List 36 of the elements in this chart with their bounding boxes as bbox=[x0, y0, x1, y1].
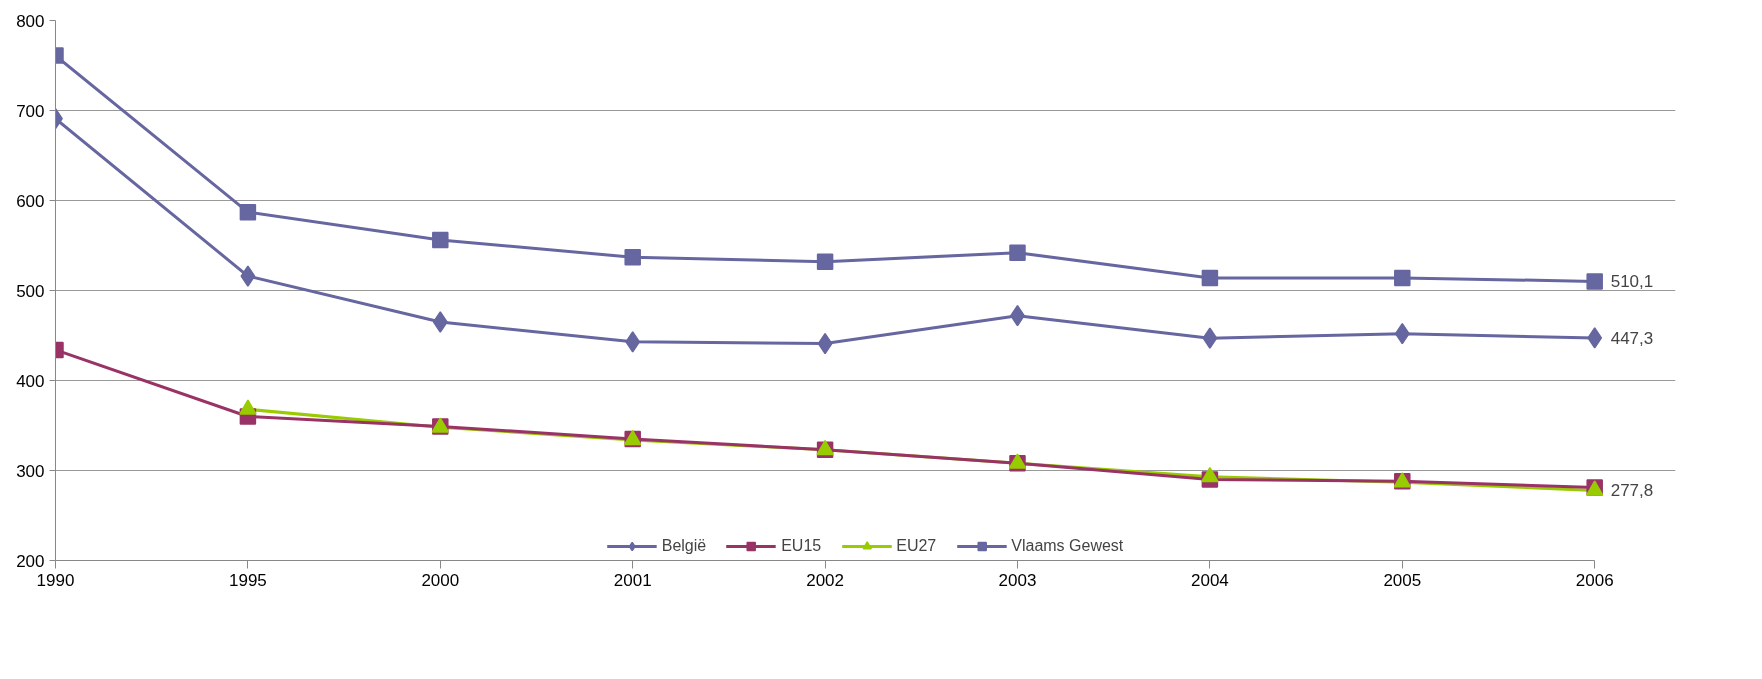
x-tick-label: 2004 bbox=[1190, 570, 1229, 590]
data-label: 510,1 bbox=[1610, 272, 1654, 292]
point bbox=[239, 203, 257, 221]
x-tick-label: 2006 bbox=[1575, 570, 1614, 590]
y-tick-label: 300 bbox=[16, 461, 45, 481]
point bbox=[1009, 244, 1026, 261]
y-tick-label: 400 bbox=[16, 371, 45, 391]
point bbox=[1586, 273, 1603, 290]
y-tick-label: 200 bbox=[16, 551, 45, 571]
point bbox=[1394, 269, 1411, 287]
point bbox=[1587, 327, 1603, 349]
legend-label: EU15 bbox=[781, 537, 822, 555]
x-tick-label: 2002 bbox=[806, 570, 845, 590]
point bbox=[240, 265, 256, 287]
data-label: 277,8 bbox=[1610, 481, 1654, 501]
y-tick-label: 800 bbox=[16, 11, 45, 31]
point bbox=[624, 248, 641, 266]
x-tick-label: 2000 bbox=[421, 570, 460, 590]
y-tick-label: 600 bbox=[16, 191, 45, 211]
point bbox=[816, 253, 834, 270]
x-tick-label: 2003 bbox=[998, 570, 1037, 590]
data-label: 447,3 bbox=[1610, 328, 1654, 348]
x-tick-label: 1990 bbox=[36, 570, 75, 590]
point bbox=[1202, 327, 1218, 349]
legend-label: EU27 bbox=[896, 537, 937, 555]
legend-label: België bbox=[661, 537, 707, 555]
x-tick-label: 2001 bbox=[613, 570, 652, 590]
point bbox=[432, 311, 448, 333]
legend-label: Vlaams Gewest bbox=[1011, 537, 1124, 555]
point bbox=[432, 231, 449, 249]
point bbox=[625, 331, 641, 353]
y-tick-label: 700 bbox=[16, 101, 45, 121]
y-tick-label: 500 bbox=[16, 281, 45, 301]
point bbox=[1201, 269, 1219, 287]
x-tick-label: 1995 bbox=[228, 570, 267, 590]
x-tick-label: 2005 bbox=[1383, 570, 1422, 590]
